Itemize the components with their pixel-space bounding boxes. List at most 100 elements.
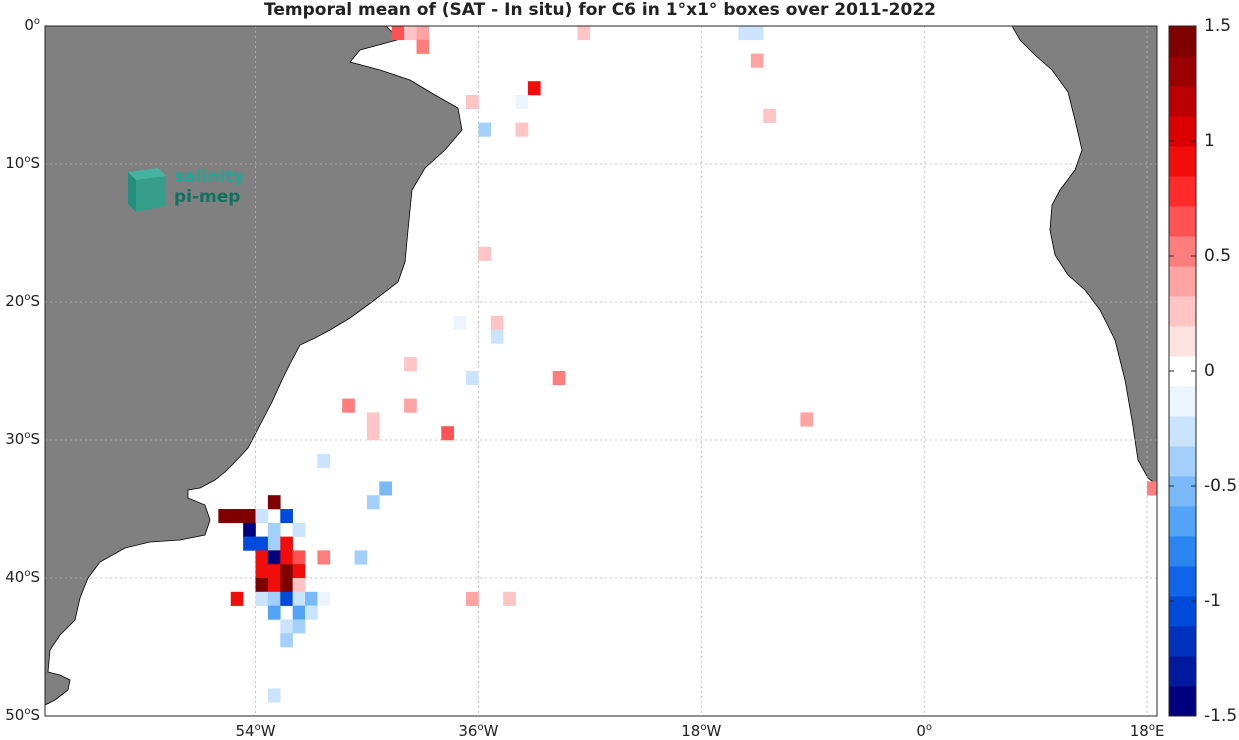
data-cell — [466, 591, 479, 606]
data-cell — [738, 26, 752, 41]
colorbar-segment — [1169, 656, 1196, 687]
data-cell — [280, 536, 293, 551]
data-cell — [366, 412, 380, 427]
colorbar-segment — [1169, 296, 1196, 327]
data-cell — [267, 536, 281, 551]
africa-landmass — [1011, 26, 1157, 486]
colorbar-segment — [1169, 446, 1196, 477]
data-cell — [490, 329, 504, 344]
data-cell — [267, 591, 281, 606]
data-cell — [255, 536, 269, 551]
data-cell — [292, 591, 306, 606]
colorbar-segment — [1169, 536, 1196, 567]
data-cell — [416, 26, 430, 41]
data-cell — [280, 633, 293, 648]
data-cell — [218, 509, 232, 524]
data-cell — [404, 26, 417, 41]
data-cell — [292, 605, 306, 620]
data-cell — [267, 550, 281, 565]
data-cell — [280, 578, 293, 593]
map-frame — [44, 25, 1158, 717]
colorbar-segment — [1169, 236, 1196, 267]
colorbar-segment — [1169, 386, 1196, 417]
data-cell — [354, 550, 368, 565]
colorbar-tick-label: -1.5 — [1204, 706, 1238, 726]
data-cell — [577, 26, 591, 41]
data-cell — [267, 564, 281, 579]
data-cell — [255, 591, 269, 606]
colorbar-segment — [1169, 326, 1196, 357]
data-cell — [267, 522, 281, 537]
logo-text-pi-mep: pi-mep — [174, 187, 241, 207]
data-cells — [218, 26, 1157, 703]
data-cell — [292, 522, 306, 537]
colorbar-segment — [1169, 506, 1196, 537]
data-cell — [305, 591, 318, 606]
data-cell — [453, 315, 467, 330]
colorbar-segment — [1169, 56, 1196, 87]
colorbar-tick-label: -0.5 — [1204, 476, 1238, 496]
data-cell — [267, 688, 281, 703]
data-cell — [280, 564, 293, 579]
latitude-tick-label: 10oS — [5, 154, 40, 172]
map-title: Temporal mean of (SAT - In situ) for C6 … — [264, 0, 936, 20]
data-cell — [404, 357, 417, 372]
data-cell — [366, 426, 380, 441]
colorbar-segment — [1169, 626, 1196, 657]
data-cell — [280, 509, 293, 524]
data-cell — [552, 371, 566, 386]
colorbar-tick-label: 0 — [1204, 361, 1215, 381]
latitude-tick-label: 40oS — [5, 568, 40, 586]
longitude-tick-label: 36oW — [458, 722, 499, 740]
data-cell — [230, 591, 244, 606]
data-cell — [317, 591, 331, 606]
data-cell — [267, 605, 281, 620]
data-cell — [280, 550, 293, 565]
colorbar-segment — [1169, 86, 1196, 117]
data-cell — [317, 550, 331, 565]
data-cell — [292, 578, 306, 593]
logo-text-salinity: salinity — [174, 167, 245, 187]
latitude-tick-label: 0o — [24, 16, 40, 34]
data-cell — [379, 481, 393, 496]
data-cell — [478, 122, 492, 137]
data-cell — [515, 122, 529, 137]
colorbar-segment — [1169, 146, 1196, 177]
colorbar-segment — [1169, 266, 1196, 297]
data-cell — [527, 81, 541, 96]
data-cell — [243, 522, 256, 537]
colorbar-segment — [1169, 26, 1196, 57]
latitude-tick-label: 50oS — [5, 706, 40, 724]
salinity-pi-mep-logo: salinity pi-mep — [122, 164, 262, 214]
data-cell — [255, 509, 269, 524]
data-cell — [466, 371, 479, 386]
data-cell — [255, 564, 269, 579]
data-cell — [515, 95, 529, 110]
data-cell — [503, 591, 516, 606]
data-cell — [478, 246, 492, 261]
data-cell — [267, 495, 281, 510]
colorbar-segment — [1169, 566, 1196, 597]
data-cell — [404, 398, 417, 413]
longitude-tick-label: 18oE — [1129, 722, 1165, 740]
colorbar-segment — [1169, 206, 1196, 237]
logo-cube-icon — [128, 168, 166, 212]
data-cell — [280, 619, 293, 634]
data-cell — [466, 95, 479, 110]
data-cell — [255, 578, 269, 593]
colorbar-segment — [1169, 176, 1196, 207]
data-cell — [317, 453, 331, 468]
data-cell — [1147, 481, 1157, 496]
data-cell — [267, 578, 281, 593]
data-cell — [230, 509, 244, 524]
data-cell — [292, 550, 306, 565]
colorbar-ticks — [1169, 25, 1196, 717]
colorbar-segment — [1169, 116, 1196, 147]
colorbar-tick-label: 1.5 — [1204, 16, 1232, 36]
longitude-tick-label: 54oW — [235, 722, 276, 740]
longitude-tick-label: 18oW — [681, 722, 722, 740]
data-cell — [292, 564, 306, 579]
data-cell — [800, 412, 814, 427]
data-cell — [416, 39, 430, 54]
